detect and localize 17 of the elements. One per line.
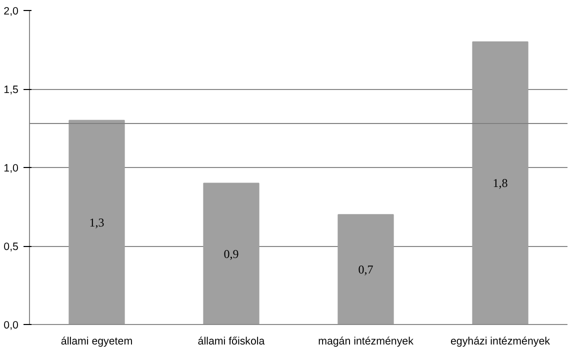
y-tick-label: 2,0: [4, 6, 19, 18]
data-label: 0,7: [358, 262, 374, 277]
x-tick-label: egyházi intézmények: [450, 336, 551, 348]
x-tick-label: állami főiskola: [198, 336, 265, 348]
bar: [338, 214, 394, 324]
bar: [203, 182, 260, 324]
data-label: 1,8: [492, 176, 508, 190]
y-tick-label: 1,5: [4, 84, 19, 96]
data-label: 1,3: [89, 215, 104, 230]
x-tick-label: állami egyetem: [60, 336, 133, 348]
y-tick-label: 0,5: [4, 241, 19, 253]
bar: [68, 120, 125, 324]
data-label: 0,9: [224, 246, 239, 261]
x-tick-label: magán intézmények: [318, 336, 414, 348]
y-tick-label: 0,0: [4, 320, 19, 332]
y-tick-label: 1,0: [4, 162, 19, 174]
bar: [472, 41, 528, 324]
